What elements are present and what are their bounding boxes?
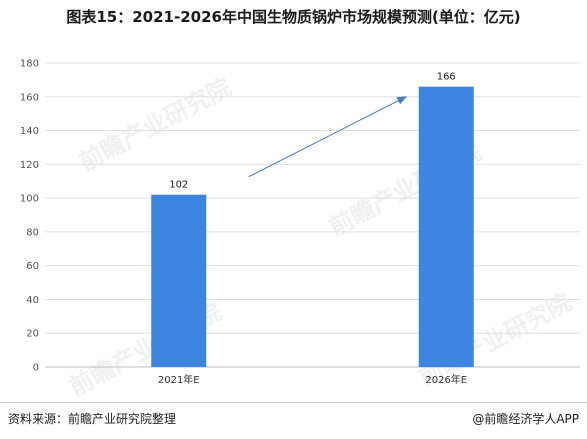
- brand-credit: @前瞻经济学人APP: [472, 412, 579, 426]
- data-label: 102: [169, 180, 188, 191]
- x-tick-label: 2021年E: [158, 373, 200, 386]
- y-tick-label: 180: [20, 59, 39, 70]
- y-axis: 0 20 40 60 80 100 120 140 160 180: [20, 59, 39, 374]
- trend-arrow: [248, 96, 408, 178]
- bar: [151, 194, 207, 367]
- x-tick-label: 2026年E: [425, 373, 467, 386]
- bar: [418, 86, 474, 368]
- grid-lines: [45, 62, 580, 334]
- bars: 102 166: [151, 72, 474, 368]
- y-tick-label: 0: [33, 363, 39, 374]
- footer-divider: [0, 402, 587, 403]
- y-tick-label: 100: [20, 194, 39, 205]
- data-label: 166: [437, 72, 456, 83]
- y-tick-label: 120: [20, 160, 39, 171]
- y-tick-label: 60: [26, 261, 39, 272]
- y-tick-label: 160: [20, 92, 39, 103]
- chart-title: 图表15：2021-2026年中国生物质锅炉市场规模预测(单位：亿元): [66, 8, 521, 26]
- y-tick-label: 80: [26, 227, 39, 238]
- source-note: 资料来源：前瞻产业研究院整理: [8, 412, 177, 426]
- y-tick-label: 40: [26, 295, 39, 306]
- y-tick-label: 140: [20, 126, 39, 137]
- x-axis-labels: 2021年E 2026年E: [158, 373, 467, 386]
- y-tick-label: 20: [26, 329, 39, 340]
